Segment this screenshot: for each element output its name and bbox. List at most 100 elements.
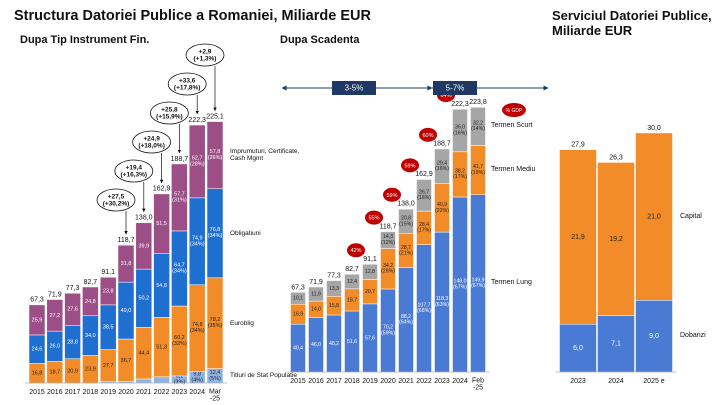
value-label: 9,0: [649, 333, 659, 340]
value-label: 7,1: [611, 341, 621, 348]
x-tick-label: 2022: [154, 389, 170, 396]
value-label: 20,7: [365, 289, 375, 295]
total-label: 138,0: [135, 215, 153, 222]
growth-bubble: [167, 72, 207, 96]
legend-label: Termen Scurt: [491, 122, 533, 130]
gdp-label: 55%: [368, 216, 379, 222]
legend-label: Imprumuturi, Certificate, Cash Mgmt: [230, 147, 300, 163]
total-label: 162,9: [153, 186, 171, 193]
value-label: 62,7 (28%): [190, 156, 205, 168]
gdp-bubble: [383, 187, 401, 202]
x-tick-label: 2021: [136, 389, 152, 396]
x-tick-label: 2023: [434, 378, 450, 385]
x-tick-label: 2021: [398, 378, 414, 385]
total-label: 82,7: [84, 279, 98, 286]
range-label: 3-5%: [345, 84, 364, 93]
x-tick-label: 2023: [570, 378, 586, 385]
total-label: 118,7: [380, 223, 397, 230]
bar-segment: [153, 376, 170, 384]
bar-segment: [188, 124, 206, 199]
x-tick-label: 2018: [344, 378, 360, 385]
bar-segment: [46, 299, 64, 332]
gdp-label: 42%: [350, 248, 361, 254]
value-label: 20,8 (15%): [399, 216, 413, 228]
x-tick-label: 2017: [65, 389, 81, 396]
value-label: 88,2 (64%): [399, 314, 413, 326]
value-label: 27,7: [103, 363, 114, 369]
total-label: 138,0: [397, 201, 415, 208]
bar-segment: [635, 132, 673, 301]
chart-subtitle: Dupa Tip Instrument Fin.: [20, 34, 150, 46]
value-label: 15,8: [329, 303, 339, 309]
growth-label: +27,5 (+30,2%): [103, 193, 130, 207]
value-label: 74,9 (34%): [190, 236, 205, 248]
chart-subtitle: Dupa Scadenta: [280, 34, 360, 46]
bar-segment: [597, 162, 635, 316]
total-label: 225,1: [206, 114, 224, 121]
value-label: 40,9 (22%): [435, 202, 449, 214]
growth-bubble: [149, 101, 189, 125]
growth-bubble: [114, 159, 154, 183]
bar-segment: [308, 286, 324, 302]
gdp-bubble: [347, 243, 365, 258]
bar-segment: [135, 222, 153, 270]
x-tick-label: 2016: [308, 378, 324, 385]
value-label: 118,3 (63%): [435, 297, 449, 309]
bar-segment: [290, 292, 306, 305]
x-tick-label: Mar -25: [209, 388, 222, 402]
growth-bubble: [185, 43, 225, 67]
value-label: 149,9 (67%): [471, 278, 485, 290]
bar-segment: [344, 273, 360, 290]
value-label: 16,8: [32, 371, 43, 377]
value-label: 76,8 (34%): [208, 228, 223, 240]
value-label: 18,7: [347, 297, 357, 303]
value-label: 11,9: [311, 291, 321, 297]
legend-label: Titluri de Stat Populatie: [230, 372, 297, 380]
value-label: 28,4 (17%): [417, 222, 431, 234]
bar-segment: [82, 286, 99, 317]
total-label: 77,3: [327, 272, 341, 279]
value-label: 54,8: [156, 283, 167, 289]
chart-title: Serviciul Datoriei Publice, Miliarde EUR: [552, 8, 712, 38]
value-label: 38,5: [103, 325, 114, 331]
value-label: 25,9: [32, 317, 43, 323]
value-label: 107,7 (66%): [417, 303, 431, 315]
x-tick-label: Feb -25: [472, 377, 484, 391]
growth-label: +24,9 (+18,0%): [138, 135, 165, 149]
gdp-bubble: [401, 158, 419, 173]
value-label: 34,2 (29%): [381, 263, 395, 275]
growth-label: +33,6 (+17,8%): [174, 77, 201, 91]
value-label: 36,7: [121, 358, 132, 364]
value-label: 13,3: [329, 286, 339, 292]
bar-segment: [362, 264, 378, 280]
legend-label: Capital: [680, 212, 702, 220]
value-label: 21,9: [571, 234, 585, 241]
value-label: 41,7 (19%): [471, 165, 485, 177]
gdp-legend: % GDP: [506, 108, 523, 114]
value-label: 51,3: [156, 345, 167, 351]
value-label: 29,4 (16%): [435, 161, 449, 173]
total-label: 67,3: [291, 284, 305, 291]
value-label: 57,8 (26%): [208, 150, 223, 162]
bar-segment: [434, 148, 450, 184]
growth-label: +19,4 (+16,3%): [121, 164, 148, 178]
value-label: 16,9: [293, 312, 303, 318]
value-label: 46,0: [311, 342, 321, 348]
x-tick-label: 2018: [83, 389, 99, 396]
growth-label: +25,8 (+15,9%): [156, 106, 183, 120]
x-tick-label: 2024: [608, 378, 624, 385]
bar-segment: [99, 276, 117, 306]
x-tick-label: 2024: [452, 378, 468, 385]
bar-segment: [28, 304, 46, 336]
growth-bubble: [96, 188, 136, 212]
total-label: 118,7: [118, 237, 135, 244]
legend-label: Termen Lung: [491, 279, 532, 287]
value-label: 10,1: [293, 296, 303, 302]
total-label: 222,3: [451, 101, 469, 108]
page-title: Structura Datoriei Publice a Romaniei, M…: [14, 8, 371, 24]
value-label: 23,9: [85, 367, 96, 373]
value-label: 26,0: [49, 344, 60, 350]
total-label: 91,1: [101, 269, 115, 276]
value-label: 57,6: [365, 335, 375, 341]
